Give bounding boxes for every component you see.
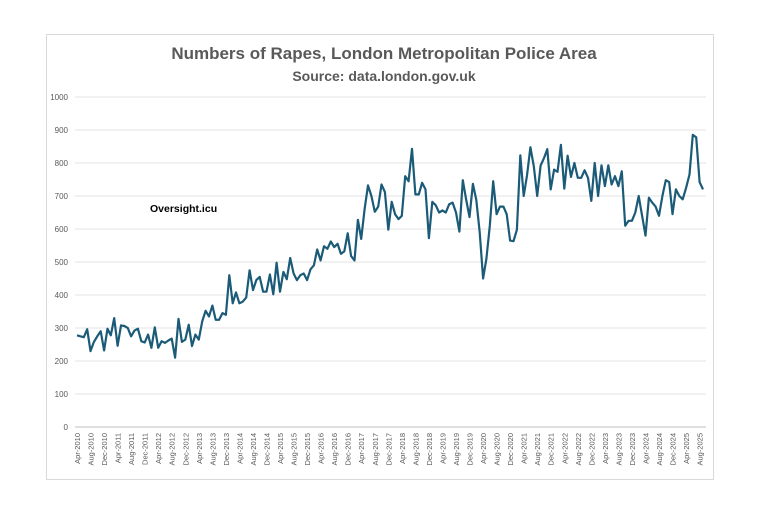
x-tick-label: Aug-2016: [330, 433, 339, 466]
x-tick-label: Dec-2018: [425, 433, 434, 466]
x-tick-label: Dec-2023: [628, 433, 637, 466]
x-tick-label: Aug-2024: [655, 433, 664, 466]
chart-title: Numbers of Rapes, London Metropolitan Po…: [171, 44, 597, 63]
x-tick-label: Apr-2016: [317, 433, 326, 464]
x-tick-label: Aug-2013: [208, 433, 217, 466]
y-tick-label: 500: [55, 258, 69, 267]
x-tick-label: Apr-2024: [641, 433, 650, 464]
x-tick-label: Aug-2010: [87, 433, 96, 466]
x-tick-label: Apr-2018: [398, 433, 407, 464]
y-tick-label: 300: [55, 324, 69, 333]
x-tick-label: Apr-2015: [276, 433, 285, 464]
x-tick-label: Dec-2010: [100, 433, 109, 466]
x-tick-label: Apr-2025: [682, 433, 691, 464]
watermark-annotation: Oversight.icu: [150, 203, 217, 215]
x-tick-label: Apr-2017: [357, 433, 366, 464]
series-line: [76, 133, 704, 359]
x-tick-label: Apr-2022: [560, 433, 569, 464]
x-tick-label: Aug-2025: [696, 433, 705, 466]
y-tick-label: 800: [55, 159, 69, 168]
x-tick-label: Dec-2016: [344, 433, 353, 466]
x-tick-label: Apr-2021: [520, 433, 529, 464]
x-tick-label: Aug-2021: [533, 433, 542, 466]
x-tick-label: Apr-2010: [73, 433, 82, 464]
x-tick-label: Apr-2012: [154, 433, 163, 464]
x-tick-label: Aug-2022: [574, 433, 583, 466]
y-tick-label: 1000: [50, 93, 68, 102]
x-tick-label: Apr-2011: [114, 433, 123, 463]
x-tick-label: Aug-2015: [290, 433, 299, 466]
x-tick-label: Aug-2012: [168, 433, 177, 466]
x-tick-label: Apr-2019: [438, 433, 447, 464]
x-tick-label: Dec-2019: [466, 433, 475, 466]
x-tick-label: Dec-2011: [141, 433, 150, 465]
x-tick-label: Aug-2018: [411, 433, 420, 466]
x-tick-label: Aug-2011: [127, 433, 136, 465]
x-tick-label: Dec-2013: [222, 433, 231, 466]
x-tick-label: Aug-2017: [371, 433, 380, 466]
y-tick-label: 900: [55, 126, 69, 135]
x-tick-label: Apr-2014: [235, 433, 244, 464]
x-tick-label: Dec-2012: [181, 433, 190, 466]
x-tick-label: Aug-2019: [452, 433, 461, 466]
x-tick-label: Dec-2024: [669, 433, 678, 466]
chart-subtitle: Source: data.london.gov.uk: [292, 68, 476, 84]
x-tick-label: Dec-2020: [506, 433, 515, 466]
x-tick-label: Dec-2017: [384, 433, 393, 466]
x-tick-label: Aug-2020: [493, 433, 502, 466]
y-tick-label: 600: [55, 225, 69, 234]
x-tick-label: Apr-2020: [479, 433, 488, 464]
x-tick-label: Apr-2013: [195, 433, 204, 464]
x-tick-label: Apr-2023: [601, 433, 610, 464]
x-tick-label: Dec-2021: [547, 433, 556, 466]
x-tick-label: Aug-2014: [249, 433, 258, 466]
y-tick-label: 200: [55, 357, 69, 366]
y-tick-label: 700: [55, 192, 69, 201]
chart-frame: [46, 34, 714, 480]
x-tick-label: Aug-2023: [614, 433, 623, 466]
y-tick-label: 400: [55, 291, 69, 300]
y-tick-label: 100: [55, 390, 69, 399]
x-tick-label: Dec-2015: [303, 433, 312, 466]
x-tick-label: Dec-2014: [262, 433, 271, 466]
x-tick-label: Dec-2022: [587, 433, 596, 466]
y-tick-label: 0: [64, 423, 69, 432]
